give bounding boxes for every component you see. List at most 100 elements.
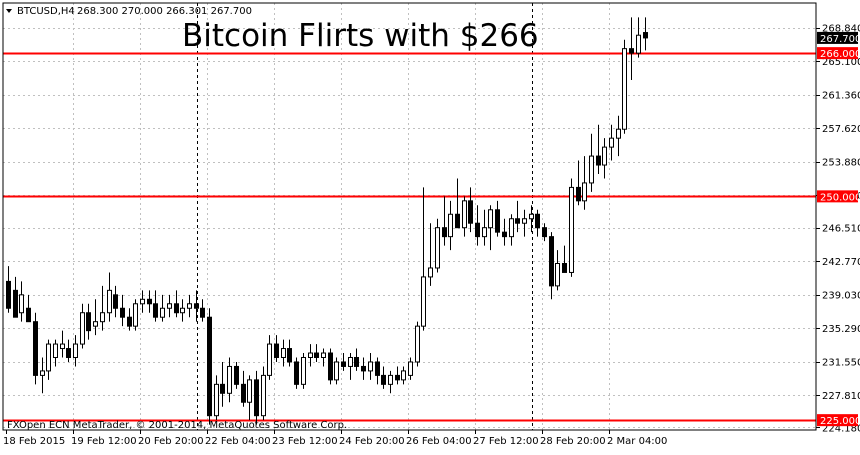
candle [281, 339, 286, 367]
candle [147, 290, 152, 313]
candle-body-bull [261, 374, 266, 417]
candle-body-bear [375, 361, 380, 376]
candle [267, 335, 272, 380]
candle-body-bull [435, 227, 440, 269]
candle-body-bull [160, 307, 165, 318]
candle [140, 290, 145, 313]
symbol-dropdown-icon[interactable] [6, 9, 12, 13]
candle [194, 290, 199, 322]
candle [475, 205, 480, 246]
candle [562, 245, 567, 273]
candle-body-bull [187, 303, 192, 309]
candle [622, 39, 627, 134]
candle-body-bear [381, 374, 386, 385]
price-tick-label: 239.030 [822, 291, 860, 302]
candle-body-bear [86, 312, 91, 332]
candle-body-bear [596, 155, 601, 166]
candle [26, 294, 31, 323]
candle [341, 353, 346, 371]
candle-body-bull [529, 213, 534, 220]
level-price-tag-label: 250.000 [820, 192, 860, 203]
candle-body-bear [328, 352, 333, 381]
candle-body-bear [13, 289, 18, 318]
plot-frame [2, 2, 817, 431]
candle [629, 17, 634, 80]
candle-body-bull [214, 383, 219, 417]
current-price-tag-box [817, 31, 858, 44]
candle [522, 209, 527, 237]
candle-body-bull [421, 276, 426, 327]
candle [643, 17, 648, 51]
candle-body-bull [93, 321, 98, 327]
candle-body-bull [281, 348, 286, 358]
candle-body-bear [455, 213, 460, 229]
candle [200, 299, 205, 322]
candle-body-bear [643, 32, 648, 39]
candle [442, 196, 447, 246]
candle [468, 187, 473, 233]
candle-body-bear [254, 379, 259, 417]
candle-body-bear [442, 227, 447, 238]
candle-body-bull [482, 227, 487, 238]
candle-body-bull [616, 128, 621, 139]
candle [515, 200, 520, 233]
time-tick-label: 27 Feb 12:00 [473, 436, 539, 447]
candle-body-bull [636, 34, 641, 54]
candle-body-bull [348, 356, 353, 367]
candle-body-bull [167, 303, 172, 309]
candle-body-bull [408, 361, 413, 376]
candle-body-bear [468, 200, 473, 224]
candle-body-bear [194, 303, 199, 309]
candle [348, 353, 353, 380]
candle-body-bear [26, 307, 31, 323]
candle [301, 353, 306, 389]
candle [241, 370, 246, 407]
time-tick-label: 23 Feb 12:00 [272, 436, 338, 447]
candle [261, 366, 266, 421]
candle-body-bull [388, 374, 393, 385]
price-tick-label: 265.100 [822, 57, 860, 68]
candle [582, 156, 587, 210]
time-tick-label: 18 Feb 2015 [3, 436, 65, 447]
candle [100, 285, 105, 331]
candle [535, 209, 540, 237]
candle [428, 223, 433, 286]
candle [93, 299, 98, 336]
candle-body-bull [448, 213, 453, 238]
candle [167, 294, 172, 318]
candle-body-bull [73, 343, 78, 358]
candle [53, 339, 58, 367]
candle-body-bull [555, 262, 560, 287]
time-tick-label: 22 Feb 04:00 [205, 436, 271, 447]
candle [6, 266, 11, 313]
candle [569, 178, 574, 277]
candle-body-bear [33, 321, 38, 376]
candle [415, 321, 420, 367]
candle-body-bear [274, 343, 279, 358]
candle [328, 348, 333, 385]
price-tick-label: 261.360 [822, 91, 860, 102]
candle [361, 357, 366, 380]
candle [576, 160, 581, 206]
candle [187, 294, 192, 318]
candle-body-bear [354, 356, 359, 367]
price-tick-label: 235.290 [822, 324, 860, 335]
candle-body-bull [53, 343, 58, 358]
time-tick-label: 28 Feb 20:00 [540, 436, 606, 447]
candle-body-bear [314, 352, 319, 358]
candle [421, 187, 426, 331]
candle-body-bull [488, 209, 493, 229]
candle [234, 361, 239, 389]
candle-body-bull [308, 352, 313, 358]
candle [227, 357, 232, 403]
candle-body-bear [495, 209, 500, 233]
candle-layer [6, 17, 648, 425]
candle-body-bull [589, 155, 594, 184]
candle-body-bull [401, 370, 406, 381]
candle-body-bull [622, 48, 627, 130]
candle [127, 308, 132, 331]
candle-body-bear [66, 348, 71, 358]
candle-body-bear [549, 236, 554, 287]
